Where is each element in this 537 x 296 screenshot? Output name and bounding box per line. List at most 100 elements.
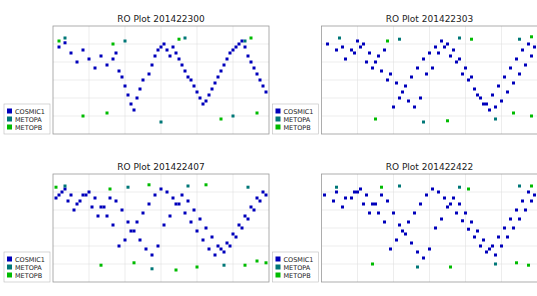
grid-line	[53, 62, 269, 63]
point	[253, 67, 256, 70]
point	[115, 200, 118, 203]
grid-line	[53, 228, 269, 229]
point	[506, 236, 509, 239]
point	[97, 215, 100, 218]
point	[383, 221, 386, 224]
point	[247, 186, 250, 189]
point	[527, 191, 530, 194]
point	[202, 239, 205, 242]
point	[166, 191, 169, 194]
point	[259, 200, 262, 203]
point	[494, 106, 497, 109]
point	[419, 97, 422, 100]
point	[428, 52, 431, 55]
point	[404, 85, 407, 88]
points	[323, 185, 536, 269]
point	[473, 88, 476, 91]
point	[184, 70, 187, 73]
point	[226, 58, 229, 61]
title: RO Plot 201422303	[386, 14, 474, 24]
point	[458, 186, 461, 189]
point	[127, 221, 130, 224]
point	[223, 251, 226, 254]
point	[518, 185, 521, 188]
point	[250, 61, 253, 64]
point	[413, 106, 416, 109]
point	[446, 206, 449, 209]
legend: COSMIC1METOPAMETOPB	[273, 252, 319, 282]
point	[220, 118, 223, 121]
point	[154, 194, 157, 197]
point	[395, 239, 398, 242]
point	[332, 200, 335, 203]
point	[184, 37, 187, 40]
point	[148, 203, 151, 206]
legend-label: METOPA	[284, 116, 311, 124]
legend-label: COSMIC1	[284, 108, 314, 116]
point	[398, 38, 401, 41]
points	[58, 37, 268, 124]
point	[151, 64, 154, 67]
point	[265, 194, 268, 197]
legend-label: METOPB	[15, 272, 42, 280]
legend-label: METOPA	[15, 116, 42, 124]
point	[169, 55, 172, 58]
point	[392, 106, 395, 109]
point	[160, 188, 163, 191]
point	[326, 43, 329, 46]
point	[512, 227, 515, 230]
point	[244, 40, 247, 43]
point	[422, 257, 425, 260]
point	[353, 191, 356, 194]
grid-line	[53, 264, 269, 265]
legend: COSMIC1METOPAMETOPB	[273, 104, 319, 134]
point	[55, 186, 58, 189]
point	[377, 212, 380, 215]
legend-swatch	[7, 109, 12, 114]
point	[410, 76, 413, 79]
point	[368, 212, 371, 215]
legend-swatch	[7, 125, 12, 130]
point	[64, 37, 67, 40]
point	[103, 206, 106, 209]
legend-label: METOPA	[284, 264, 311, 272]
point	[244, 46, 247, 49]
point	[422, 121, 425, 124]
point	[61, 191, 64, 194]
point	[518, 218, 521, 221]
grid-line	[322, 264, 537, 265]
point	[256, 73, 259, 76]
point	[112, 224, 115, 227]
point	[455, 61, 458, 64]
point	[350, 49, 353, 52]
point	[440, 218, 443, 221]
point	[521, 200, 524, 203]
point	[380, 186, 383, 189]
grid-line	[322, 80, 537, 81]
point	[500, 100, 503, 103]
point	[392, 212, 395, 215]
point	[365, 61, 368, 64]
point	[64, 41, 67, 44]
point	[341, 46, 344, 49]
point	[265, 261, 268, 264]
point	[458, 37, 461, 40]
point	[196, 230, 199, 233]
plot-frame	[322, 174, 537, 282]
point	[208, 94, 211, 97]
grid-line	[322, 116, 537, 117]
point	[401, 230, 404, 233]
point	[82, 194, 85, 197]
point	[166, 49, 169, 52]
point	[58, 194, 61, 197]
point	[368, 52, 371, 55]
title: RO Plot 201422422	[386, 162, 474, 172]
point	[145, 248, 148, 251]
grid-line	[322, 228, 537, 229]
point	[175, 52, 178, 55]
point	[425, 194, 428, 197]
legend-frame	[4, 104, 50, 134]
point	[112, 43, 115, 46]
point	[76, 203, 79, 206]
point	[506, 91, 509, 94]
